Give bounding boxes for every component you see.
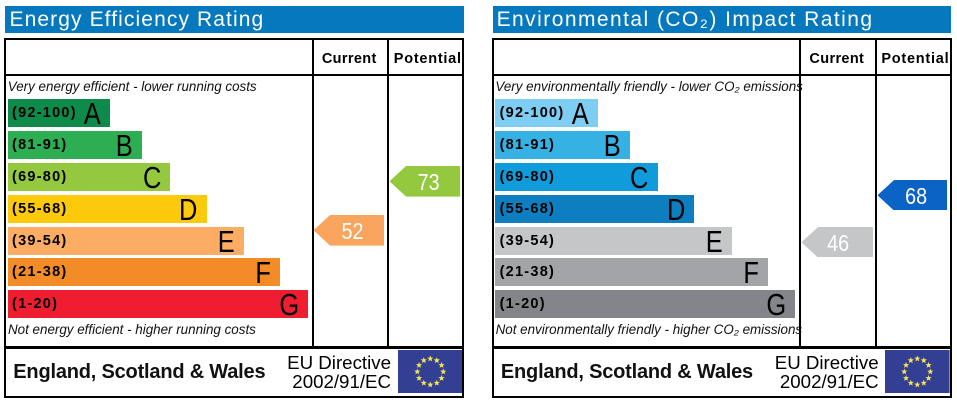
svg-text:68: 68 <box>905 183 927 209</box>
svg-text:52: 52 <box>341 218 363 244</box>
svg-text:73: 73 <box>418 169 440 195</box>
svg-text:46: 46 <box>827 230 849 256</box>
